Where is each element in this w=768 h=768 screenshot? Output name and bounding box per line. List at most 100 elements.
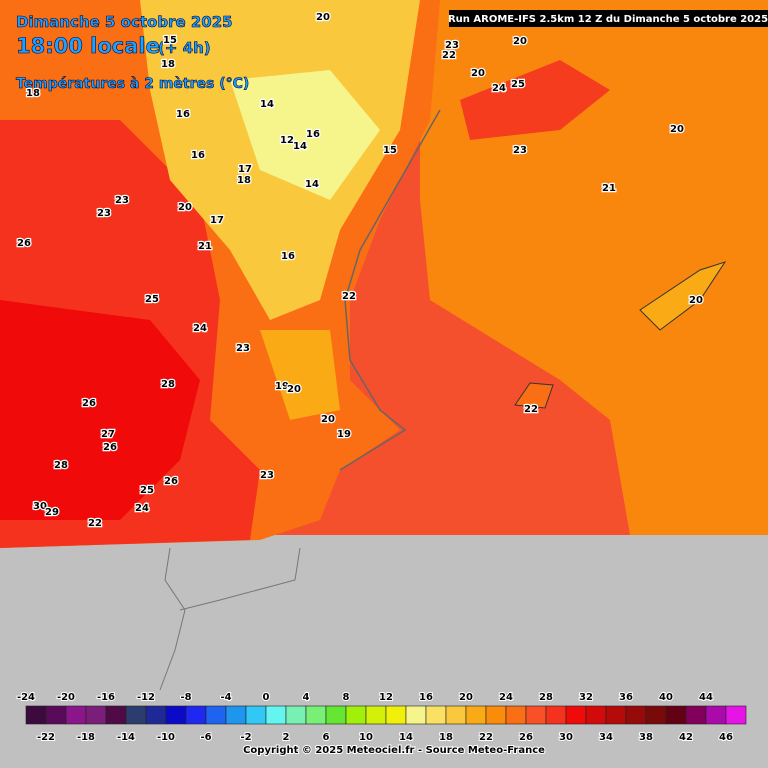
border <box>159 547 301 691</box>
temperature-label: 22 <box>442 50 456 61</box>
legend-swatch <box>105 705 127 725</box>
temperature-label: 22 <box>524 404 538 415</box>
legend-swatch <box>705 705 727 725</box>
legend-swatch <box>505 705 527 725</box>
legend-label: 18 <box>439 732 453 743</box>
temperature-label: 15 <box>163 35 177 46</box>
temperature-label: 22 <box>342 291 356 302</box>
legend-swatch <box>525 705 547 725</box>
temperature-label: 24 <box>135 503 149 514</box>
temperature-label: 16 <box>306 129 320 140</box>
legend-swatch <box>485 705 507 725</box>
temperature-label: 26 <box>103 442 117 453</box>
temperature-label: 20 <box>321 414 335 425</box>
temperature-label: 21 <box>602 183 616 194</box>
temperature-label: 21 <box>198 241 212 252</box>
legend-swatch <box>545 705 567 725</box>
legend-label: -12 <box>137 692 155 703</box>
temperature-label: 18 <box>161 59 175 70</box>
legend-label: 42 <box>679 732 693 743</box>
legend-swatch <box>205 705 227 725</box>
temperature-label: 26 <box>82 398 96 409</box>
legend-swatch <box>685 705 707 725</box>
legend-swatch <box>225 705 247 725</box>
legend-label: -6 <box>200 732 211 743</box>
legend-swatch <box>285 705 307 725</box>
legend-swatch <box>145 705 167 725</box>
temperature-label: 30 <box>33 501 47 512</box>
legend-swatch <box>425 705 447 725</box>
legend-swatch <box>605 705 627 725</box>
temperature-label: 17 <box>210 215 224 226</box>
legend-label: 44 <box>699 692 713 703</box>
legend-label: 28 <box>539 692 553 703</box>
temperature-label: 23 <box>236 343 250 354</box>
land-hotter <box>0 300 200 520</box>
temperature-label: 28 <box>161 379 175 390</box>
legend-swatch <box>325 705 347 725</box>
legend-label: -10 <box>157 732 175 743</box>
legend-swatch <box>245 705 267 725</box>
temperature-label: 19 <box>275 381 289 392</box>
temperature-label: 20 <box>178 202 192 213</box>
legend-swatch <box>725 705 747 725</box>
legend-swatch <box>85 705 107 725</box>
temperature-label: 14 <box>305 179 319 190</box>
temperature-label: 27 <box>101 429 115 440</box>
legend-swatch <box>465 705 487 725</box>
temperature-label: 23 <box>115 195 129 206</box>
legend-swatch <box>345 705 367 725</box>
temperature-label: 23 <box>97 208 111 219</box>
temperature-label: 26 <box>17 238 31 249</box>
run-box <box>449 10 768 27</box>
temperature-label: 19 <box>337 429 351 440</box>
temperature-label: 23 <box>445 40 459 51</box>
field: Températures à 2 mètres (°C) <box>16 76 249 92</box>
island-small <box>514 382 554 409</box>
temperature-label: 22 <box>88 518 102 529</box>
temperature-label: 28 <box>54 460 68 471</box>
legend-label: 32 <box>579 692 593 703</box>
legend-label: -2 <box>240 732 251 743</box>
temperature-label: 26 <box>164 476 178 487</box>
legend-label: 16 <box>419 692 433 703</box>
legend-label: 30 <box>559 732 573 743</box>
warm-sea-patch <box>460 60 610 140</box>
temperature-label: 20 <box>471 68 485 79</box>
legend-swatch <box>625 705 647 725</box>
temperature-label: 24 <box>492 83 506 94</box>
hills-south <box>260 330 340 420</box>
temperature-label: 20 <box>287 384 301 395</box>
temperature-label: 17 <box>238 164 252 175</box>
coastline <box>339 109 441 471</box>
legend-label: -18 <box>77 732 95 743</box>
copyright: Copyright © 2025 Meteociel.fr - Source M… <box>243 745 545 756</box>
legend-label: 26 <box>519 732 533 743</box>
legend-label: 34 <box>599 732 613 743</box>
temperature-label: 14 <box>293 141 307 152</box>
temperature-label: 18 <box>237 175 251 186</box>
legend-label: -22 <box>37 732 55 743</box>
legend-swatch <box>45 705 67 725</box>
legend-label: 2 <box>283 732 290 743</box>
legend-label: 8 <box>343 692 350 703</box>
temperature-label: 25 <box>145 294 159 305</box>
time: 18:00 locale <box>16 34 160 58</box>
temperature-label: 14 <box>260 99 274 110</box>
legend-label: 40 <box>659 692 673 703</box>
legend-label: -16 <box>97 692 115 703</box>
legend-swatch <box>125 705 147 725</box>
mountains <box>230 70 380 200</box>
temperature-label: 18 <box>26 88 40 99</box>
legend-label: -14 <box>117 732 135 743</box>
temperature-label: 25 <box>511 79 525 90</box>
island <box>639 261 727 331</box>
temperature-label: 16 <box>176 109 190 120</box>
temperature-label: 20 <box>316 12 330 23</box>
temperature-label: 16 <box>281 251 295 262</box>
legend-label: 22 <box>479 732 493 743</box>
time-offset: (+ 4h) <box>158 39 211 57</box>
legend-label: 6 <box>323 732 330 743</box>
